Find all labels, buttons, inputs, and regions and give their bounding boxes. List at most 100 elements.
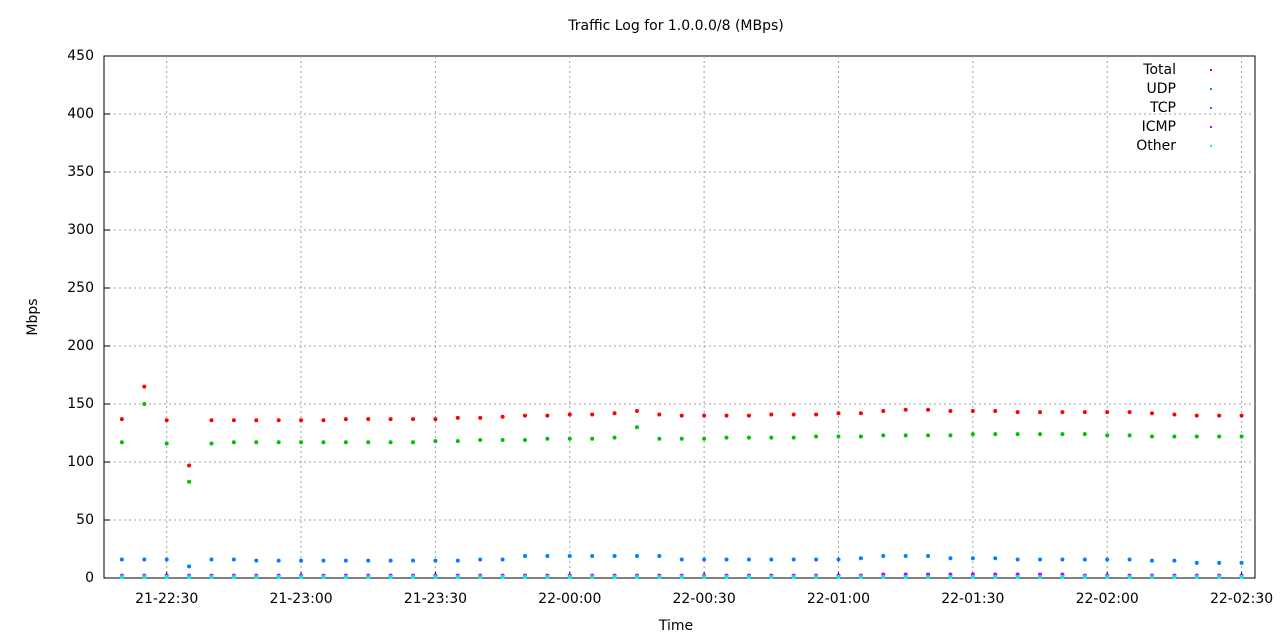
data-point: [769, 435, 774, 440]
data-point: [164, 418, 169, 423]
data-point: [657, 436, 662, 441]
y-tick-label: 350: [67, 164, 94, 180]
data-point: [724, 435, 729, 440]
data-point: [1217, 434, 1222, 439]
data-point: [142, 402, 147, 406]
data-point: [814, 412, 819, 417]
data-point: [1172, 574, 1177, 579]
data-point: [1172, 412, 1177, 417]
data-point: [612, 553, 617, 558]
data-point: [388, 574, 393, 579]
data-point: [836, 411, 841, 416]
data-point: [657, 553, 662, 558]
data-point: [993, 556, 998, 561]
data-point: [858, 434, 863, 439]
data-point: [545, 413, 550, 418]
x-tick-label: 21-22:30: [135, 591, 198, 607]
data-point: [478, 437, 483, 442]
data-point: [545, 574, 550, 579]
x-tick-label: 22-01:30: [941, 591, 1004, 607]
data-point: [970, 556, 975, 561]
data-point: [1038, 557, 1043, 562]
plot-frame: [103, 55, 1256, 579]
data-point: [299, 440, 304, 445]
data-point: [1105, 410, 1110, 415]
data-point: [679, 413, 684, 418]
data-point: [1149, 434, 1154, 439]
data-point: [1038, 432, 1043, 437]
data-point: [1194, 434, 1199, 439]
data-point: [1127, 433, 1132, 438]
data-point: [724, 557, 729, 562]
data-point: [1082, 432, 1087, 437]
data-point: [948, 556, 953, 561]
legend-label: Other: [1136, 138, 1176, 154]
data-point: [657, 412, 662, 417]
data-point: [231, 418, 236, 423]
data-point: [679, 436, 684, 441]
legend-swatch: [1210, 69, 1212, 71]
data-point: [746, 413, 751, 418]
data-point: [1127, 410, 1132, 415]
data-point: [970, 574, 975, 579]
data-point: [657, 574, 662, 579]
data-point: [791, 412, 796, 417]
data-point: [119, 417, 124, 422]
data-point: [903, 407, 908, 412]
data-point: [119, 557, 124, 562]
data-point: [590, 436, 595, 441]
y-tick-label: 300: [67, 222, 94, 238]
data-point: [993, 574, 998, 579]
y-tick-label: 150: [67, 396, 94, 412]
data-point: [970, 408, 975, 413]
y-tick-label: 450: [67, 48, 94, 64]
data-point: [164, 574, 169, 579]
data-point: [1105, 557, 1110, 562]
legend-label: TCP: [1149, 100, 1176, 116]
data-point: [948, 408, 953, 413]
data-point: [903, 553, 908, 558]
data-point: [724, 574, 729, 579]
data-point: [388, 417, 393, 422]
y-tick-label: 100: [67, 454, 94, 470]
data-point: [388, 440, 393, 445]
data-point: [231, 574, 236, 579]
data-point: [522, 574, 527, 579]
data-point: [500, 437, 505, 442]
data-point: [411, 440, 416, 445]
data-point: [276, 440, 281, 445]
data-point: [1172, 434, 1177, 439]
data-point: [881, 408, 886, 413]
data-point: [433, 417, 438, 422]
data-point: [858, 556, 863, 561]
data-point: [343, 558, 348, 563]
data-point: [926, 407, 931, 412]
data-point: [1127, 557, 1132, 562]
data-point: [814, 574, 819, 579]
data-point: [1060, 410, 1065, 415]
data-point: [522, 413, 527, 418]
data-point: [926, 553, 931, 558]
data-point: [1239, 413, 1244, 418]
data-point: [881, 433, 886, 438]
data-point: [500, 557, 505, 562]
data-point: [769, 574, 774, 579]
data-point: [612, 411, 617, 416]
data-point: [299, 558, 304, 563]
data-point: [321, 440, 326, 445]
data-point: [142, 557, 147, 562]
data-point: [231, 557, 236, 562]
data-point: [1239, 574, 1244, 579]
y-axis-label: Mbps: [25, 298, 41, 335]
data-point: [634, 408, 639, 413]
y-tick-label: 400: [67, 106, 94, 122]
data-point: [209, 557, 214, 562]
data-point: [769, 412, 774, 417]
data-point: [209, 574, 214, 579]
data-point: [388, 558, 393, 563]
data-point: [500, 414, 505, 419]
data-point: [948, 433, 953, 438]
data-point: [433, 574, 438, 579]
data-point: [702, 436, 707, 441]
data-point: [1149, 558, 1154, 563]
